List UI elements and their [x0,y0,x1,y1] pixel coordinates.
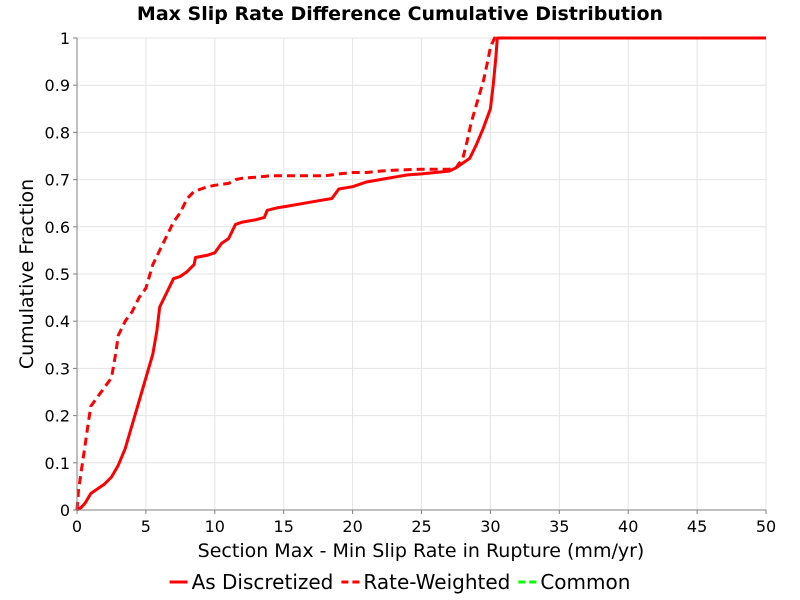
x-tick-label: 15 [274,517,294,536]
y-tick-label: 0.7 [45,171,70,190]
legend-label: Rate-Weighted [363,570,510,594]
x-tick-label: 10 [205,517,225,536]
y-tick-label: 0.8 [45,123,70,142]
y-tick-label: 0.3 [45,359,70,378]
series-line-rate-weighted [75,36,766,511]
chart-title: Max Slip Rate Difference Cumulative Dist… [137,3,663,25]
x-tick-label: 5 [141,517,151,536]
y-axis-label: Cumulative Fraction [16,179,38,369]
x-tick-label: 0 [72,517,82,536]
y-tick-label: 1 [60,29,70,48]
y-tick-label: 0.5 [45,265,70,284]
y-tick-label: 0.2 [45,407,70,426]
x-tick-label: 35 [549,517,569,536]
x-axis-label: Section Max - Min Slip Rate in Rupture (… [198,540,645,562]
legend-label: As Discretized [192,570,334,594]
x-axis-ticks: 0 5 10 15 20 25 30 35 40 45 50 [72,510,776,536]
y-tick-label: 0.6 [45,218,70,237]
legend-label: Common [540,570,630,594]
y-tick-label: 0.4 [45,312,70,331]
x-tick-label: 20 [342,517,362,536]
y-tick-label: 0.1 [45,454,70,473]
x-tick-label: 45 [687,517,707,536]
x-tick-label: 30 [480,517,500,536]
x-tick-label: 50 [756,517,776,536]
x-tick-label: 40 [618,517,638,536]
legend: As Discretized Rate-Weighted Common [169,570,630,594]
series-layer [75,36,766,512]
y-tick-label: 0 [60,501,70,520]
y-axis-ticks: 0 0.1 0.2 0.3 0.4 0.5 0.6 0.7 0.8 0.9 1 [45,29,77,520]
x-tick-label: 25 [411,517,431,536]
y-tick-label: 0.9 [45,76,70,95]
